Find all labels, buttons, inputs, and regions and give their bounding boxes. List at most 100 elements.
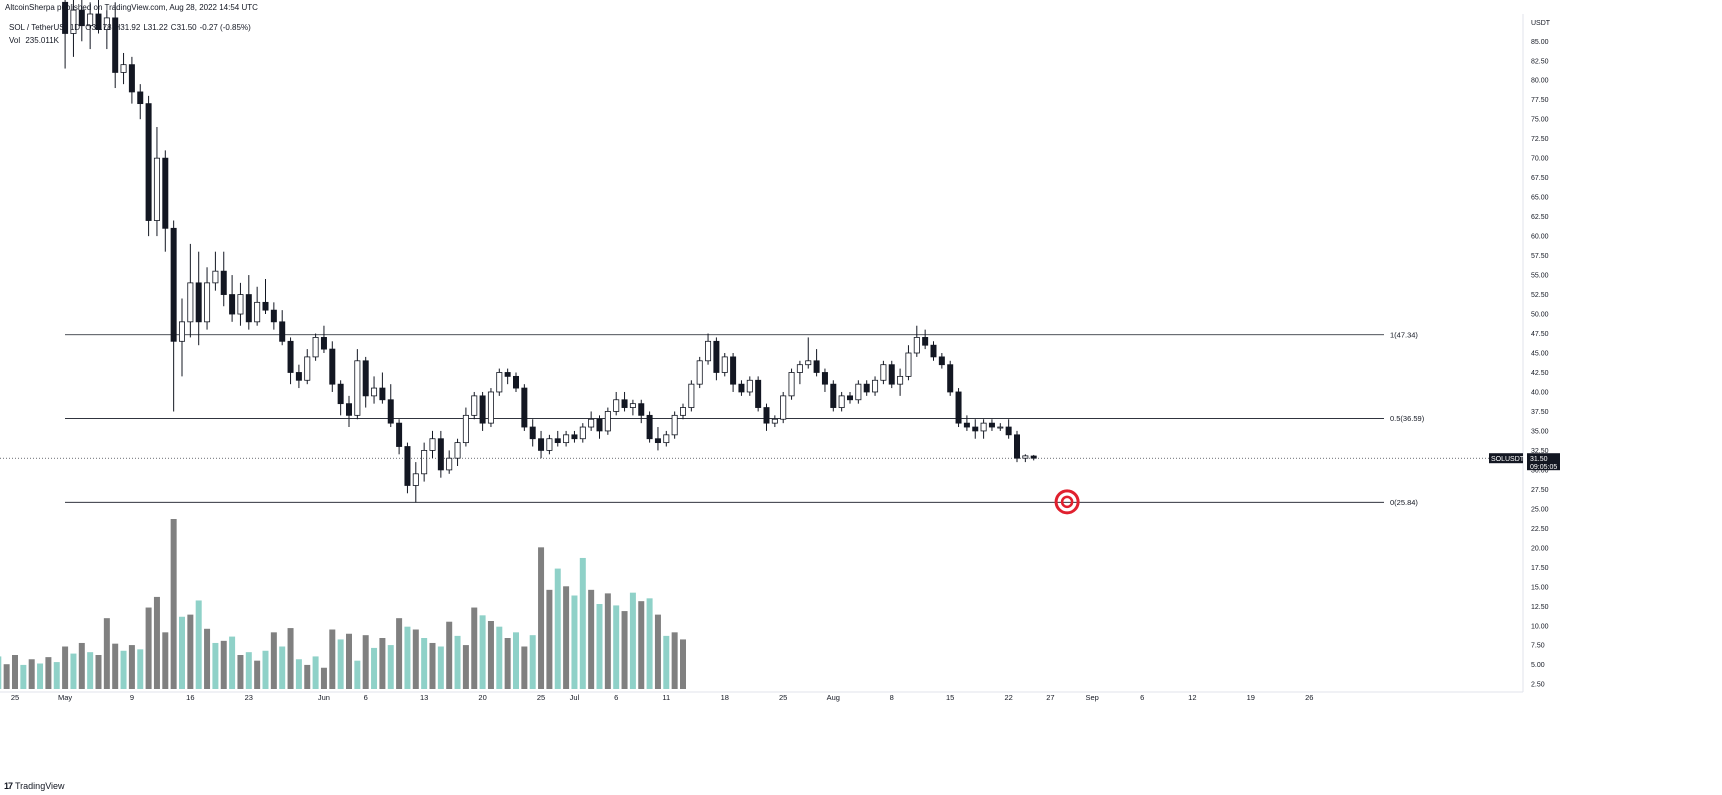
candle: [354, 349, 361, 420]
volume-bar: [0, 656, 2, 689]
candle-body: [1030, 455, 1037, 459]
candle-body: [362, 360, 369, 397]
candle-body: [922, 337, 929, 346]
volume-bar: [153, 596, 160, 689]
x-tick-label: 25: [779, 693, 787, 702]
candle: [437, 430, 444, 478]
volume-bar: [287, 628, 294, 689]
price-tag-bg: [1527, 453, 1560, 471]
candle: [696, 356, 703, 389]
candle-body: [563, 434, 570, 444]
x-tick-label: 16: [186, 693, 194, 702]
candle-body: [529, 426, 536, 440]
volume-bar: [504, 638, 511, 689]
volume-bar: [304, 664, 311, 689]
candle: [897, 368, 904, 396]
volume-bar: [179, 616, 185, 689]
candle-body: [571, 434, 578, 440]
volume-bar: [596, 604, 603, 689]
candle: [663, 430, 670, 447]
candle-body: [588, 418, 595, 428]
volume-bar: [212, 642, 219, 689]
candle-body: [87, 13, 94, 27]
candle: [145, 95, 152, 237]
volume-bar: [487, 621, 494, 689]
candle: [988, 419, 995, 431]
candle: [262, 278, 269, 315]
candle-body: [663, 434, 670, 444]
candle-body: [137, 91, 144, 105]
candle-body: [604, 411, 611, 432]
candle-body: [312, 337, 319, 358]
candle-body: [1005, 426, 1012, 436]
volume-bar: [12, 655, 18, 689]
legend-high: H31.92: [114, 23, 141, 32]
candle-body: [997, 426, 1004, 429]
volume-bar: [320, 667, 327, 689]
candle: [947, 360, 954, 396]
legend-interval[interactable]: 1D: [69, 23, 81, 32]
candle-body: [279, 321, 286, 342]
candle: [821, 368, 828, 392]
candle: [955, 388, 962, 428]
candle-body: [1022, 455, 1029, 459]
target-inner-icon: [1060, 495, 1074, 509]
candle-body: [888, 364, 895, 385]
candle: [304, 349, 311, 385]
candle-body: [178, 321, 185, 342]
y-tick-label: 10.00: [1531, 623, 1549, 630]
candle-body: [688, 383, 695, 408]
legend-open: O31.78: [85, 23, 112, 32]
x-tick-label: 19: [1247, 693, 1255, 702]
candle: [521, 384, 528, 431]
candle: [153, 127, 160, 237]
volume-bar: [546, 589, 553, 689]
symbol-tag: SOLUSDT: [1491, 456, 1525, 463]
candle-body: [713, 340, 720, 373]
tradingview-logo-icon: 17: [4, 781, 13, 791]
candle-body: [821, 372, 828, 385]
candle: [412, 462, 419, 503]
candle: [930, 341, 937, 361]
legend-symbol[interactable]: SOL / TetherUS,: [9, 23, 67, 32]
candle: [763, 403, 770, 431]
candle: [680, 403, 687, 420]
candle-body: [830, 383, 837, 408]
candle: [604, 407, 611, 435]
candle-body: [345, 403, 352, 416]
volume-bar: [638, 601, 645, 689]
candle-body: [955, 391, 962, 424]
candle: [880, 360, 887, 385]
symbol-legend: SOL / TetherUS, 1D O31.78 H31.92 L31.22 C31.…: [9, 21, 254, 47]
candle: [872, 376, 879, 396]
candle-body: [429, 438, 436, 451]
volume-bar: [337, 639, 344, 689]
x-tick-label: 9: [130, 693, 134, 702]
candle: [980, 419, 987, 439]
y-tick-label: 80.00: [1531, 78, 1549, 85]
candle-body: [654, 438, 661, 444]
candle-body: [755, 379, 762, 408]
candle: [830, 380, 837, 412]
y-tick-label: 55.00: [1531, 273, 1549, 280]
candle: [972, 419, 979, 439]
candle-body: [905, 352, 912, 377]
candle-body: [838, 395, 845, 408]
y-tick-label: 15.00: [1531, 584, 1549, 591]
volume-bar: [45, 657, 52, 689]
candle: [963, 415, 970, 431]
volume-bar: [371, 647, 378, 689]
candle-body: [103, 17, 110, 30]
y-tick-label: 50.00: [1531, 312, 1549, 319]
candle-body: [554, 438, 561, 444]
candle: [688, 380, 695, 412]
candle-body: [454, 442, 461, 459]
volume-bar: [588, 589, 595, 689]
volume-bar: [529, 635, 536, 689]
price-tag: 31.50: [1530, 456, 1548, 463]
candle: [554, 430, 561, 447]
candle-body: [1014, 434, 1021, 459]
candle: [863, 380, 870, 396]
y-tick-label: 65.00: [1531, 195, 1549, 202]
